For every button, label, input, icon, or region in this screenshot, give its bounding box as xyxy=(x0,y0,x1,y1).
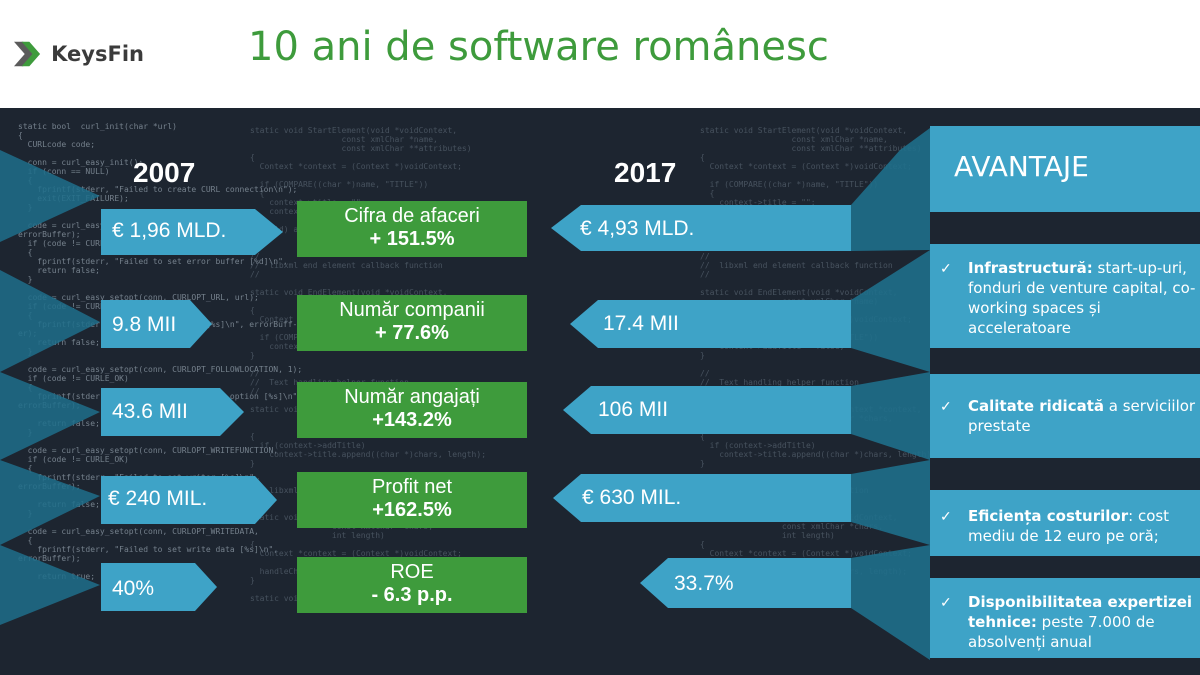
left-value-2: 9.8 MII xyxy=(112,313,177,336)
metric-name: ROE xyxy=(390,561,434,583)
keysfin-logo[interactable]: KeysFin xyxy=(14,34,144,74)
right-arrow-5 xyxy=(640,558,851,608)
advantage-panel-3 xyxy=(930,490,1200,556)
right-connector-5 xyxy=(851,545,930,660)
check-icon: ✓ xyxy=(940,508,952,524)
advantage-item-4: ✓ Disponibilitatea expertizei tehnice: p… xyxy=(930,592,1200,656)
left-arrow-5 xyxy=(101,563,217,611)
metric-change: - 6.3 p.p. xyxy=(371,584,453,606)
advantage-panel-2 xyxy=(930,374,1200,458)
advantage-bold: Eficiența costurilor xyxy=(968,507,1129,525)
metric-box-revenue: Cifra de afaceri + 151.5% xyxy=(297,201,527,257)
left-value-3: 43.6 MII xyxy=(112,400,188,423)
right-value-1: € 4,93 MLD. xyxy=(580,217,695,240)
chevron-logo-icon xyxy=(14,41,41,67)
advantage-item-2: ✓ Calitate ridicată a serviciilor presta… xyxy=(930,396,1200,456)
left-arrow-4 xyxy=(101,476,277,524)
left-arrow-1 xyxy=(101,209,283,255)
metric-box-profit: Profit net +162.5% xyxy=(297,472,527,528)
advantage-text: : cost mediu de 12 euro pe oră; xyxy=(968,507,1170,545)
advantages-title-panel xyxy=(930,126,1200,212)
metric-box-roe: ROE - 6.3 p.p. xyxy=(297,557,527,613)
metric-change: + 77.6% xyxy=(375,322,449,344)
logo-text: KeysFin xyxy=(51,42,144,66)
right-value-5: 33.7% xyxy=(674,572,734,595)
left-band-4 xyxy=(0,460,100,545)
right-value-3: 106 MII xyxy=(598,398,669,421)
metric-change: +143.2% xyxy=(372,409,452,431)
metric-name: Profit net xyxy=(371,476,453,498)
advantage-panel-4 xyxy=(930,578,1200,658)
right-value-2: 17.4 MII xyxy=(603,312,679,335)
metric-box-companies: Număr companii + 77.6% xyxy=(297,295,527,351)
advantage-bold: Infrastructură: xyxy=(968,259,1093,277)
left-arrow-2 xyxy=(101,300,212,348)
right-arrow-1 xyxy=(551,205,851,251)
page-title: 10 ani de software românesc xyxy=(248,24,829,70)
left-arrow-3 xyxy=(101,388,244,436)
right-value-4: € 630 MIL. xyxy=(582,486,682,509)
right-connector-2 xyxy=(851,250,930,372)
metric-name: Număr companii xyxy=(339,299,485,321)
left-value-4: € 240 MIL. xyxy=(108,487,208,510)
header: KeysFin 10 ani de software românesc xyxy=(0,0,1200,108)
advantage-item-3: ✓ Eficiența costurilor: cost mediu de 12… xyxy=(930,506,1200,552)
metric-box-employees: Număr angajați +143.2% xyxy=(297,382,527,438)
advantage-item-1: ✓ Infrastructură: start-up-uri, fonduri … xyxy=(930,258,1200,348)
metric-name: Cifra de afaceri xyxy=(344,205,480,227)
metric-change: + 151.5% xyxy=(369,228,455,250)
left-value-1: € 1,96 MLD. xyxy=(112,219,227,242)
advantage-bold: Disponibilitatea expertizei tehnice: xyxy=(968,593,1193,631)
left-band-1 xyxy=(0,150,100,242)
right-connector-4 xyxy=(851,460,930,545)
right-arrow-2 xyxy=(570,300,851,348)
year-2017: 2017 xyxy=(614,157,677,188)
check-icon: ✓ xyxy=(940,594,952,610)
advantage-bold: Calitate ridicată xyxy=(968,397,1104,415)
left-band-2 xyxy=(0,270,100,372)
advantage-text: a serviciilor prestate xyxy=(968,397,1196,435)
right-arrow-4 xyxy=(553,474,851,522)
advantage-text: start-up-uri, fonduri de venture capital… xyxy=(968,259,1196,337)
check-icon: ✓ xyxy=(940,398,952,414)
right-arrow-3 xyxy=(563,386,851,434)
advantage-panel-1 xyxy=(930,244,1200,348)
check-icon: ✓ xyxy=(940,260,952,276)
advantages-title: AVANTAJE xyxy=(954,150,1089,183)
left-value-5: 40% xyxy=(112,577,155,600)
advantage-text: peste 7.000 de absolvenți anual xyxy=(968,613,1155,651)
left-band-5 xyxy=(0,545,100,625)
left-band-3 xyxy=(0,372,100,460)
right-connector-3 xyxy=(851,372,930,460)
year-2007: 2007 xyxy=(133,157,196,188)
metric-name: Număr angajați xyxy=(344,386,480,408)
metric-change: +162.5% xyxy=(372,499,452,521)
right-connector-1 xyxy=(851,128,930,251)
